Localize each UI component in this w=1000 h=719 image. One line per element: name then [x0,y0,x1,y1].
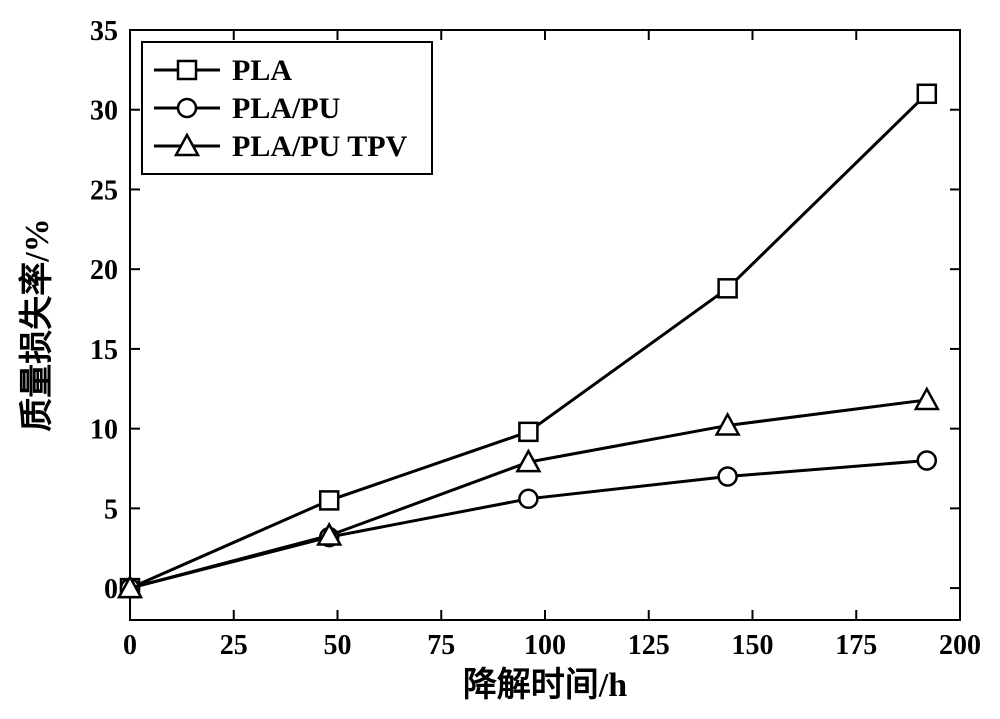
y-tick-label: 10 [90,415,118,446]
x-tick-label: 175 [835,630,877,661]
chart-container: 0 25 50 75 100 125 150 175 200 0 5 10 15 20 25 30 35 降解时间… [0,0,1000,719]
x-axis-title: 降解时间/h [463,666,627,704]
y-tick-label: 0 [104,574,118,605]
y-tick-label: 25 [90,175,118,206]
x-tick-label: 100 [524,630,566,661]
y-axis-title: 质量损失率/% [18,218,56,431]
legend-label: PLA/PU TPV [232,130,408,163]
legend-label: PLA/PU [232,92,340,125]
legend-marker-square [178,61,196,79]
x-tick-label: 200 [939,630,981,661]
series-pla-pu [121,452,936,598]
x-tick-label: 0 [123,630,137,661]
x-tick-label: 75 [427,630,455,661]
x-tick-label: 150 [732,630,774,661]
y-tick-label: 35 [90,16,118,47]
legend-marker-circle [178,99,196,117]
line-chart: 0 25 50 75 100 125 150 175 200 0 5 10 15 20 25 30 35 降解时间… [0,0,1000,719]
y-tick-label: 20 [90,255,118,286]
legend-label: PLA [232,54,292,87]
x-tick-label: 25 [220,630,248,661]
x-tick-label: 125 [628,630,670,661]
y-tick-label: 5 [104,494,118,525]
x-tick-label: 50 [324,630,352,661]
y-tick-label: 30 [90,96,118,127]
y-tick-label: 15 [90,335,118,366]
